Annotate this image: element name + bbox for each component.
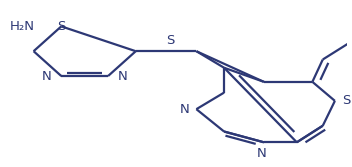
Text: N: N — [42, 69, 52, 82]
Text: S: S — [57, 20, 65, 33]
Text: N: N — [118, 69, 127, 82]
Text: S: S — [342, 94, 350, 107]
Text: H₂N: H₂N — [10, 20, 34, 33]
Text: S: S — [166, 34, 175, 47]
Text: N: N — [256, 147, 266, 160]
Text: N: N — [180, 103, 189, 116]
